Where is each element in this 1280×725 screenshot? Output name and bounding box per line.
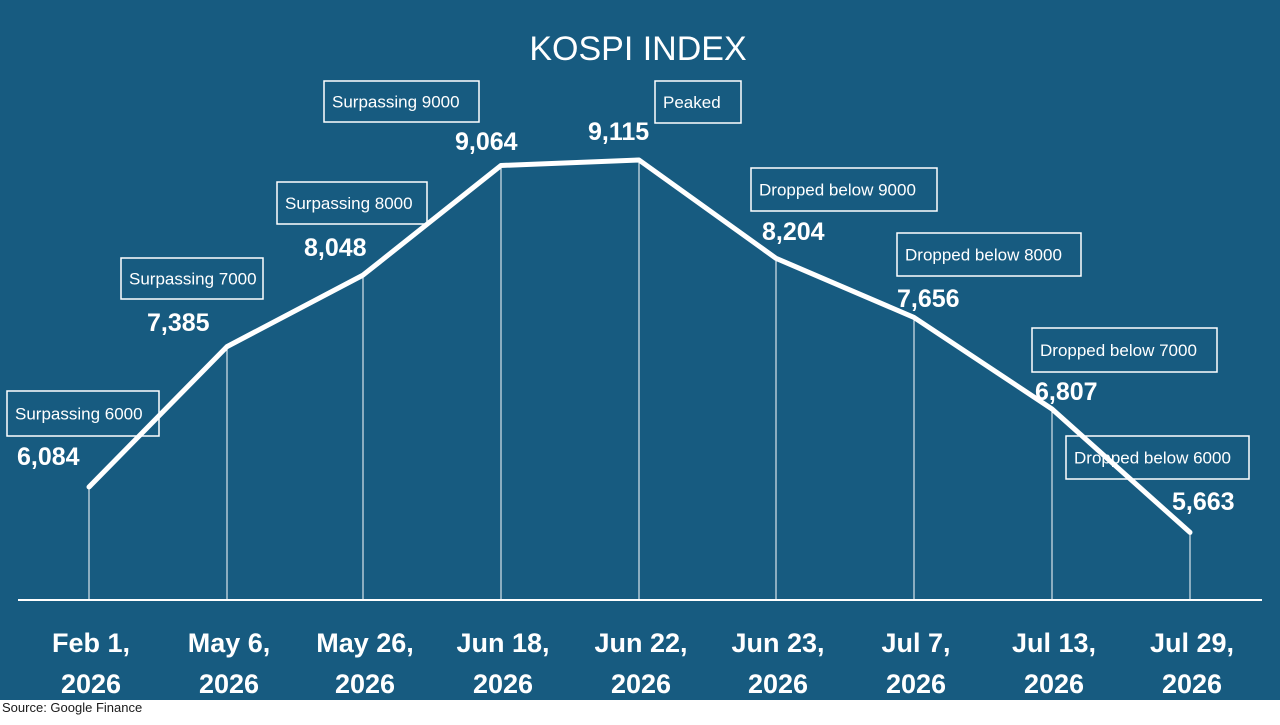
x-tick-label-4-line1: Jun 22, xyxy=(594,628,687,658)
x-tick-label-4-line2: 2026 xyxy=(611,669,671,699)
annotation-label-2: Surpassing 8000 xyxy=(285,194,413,213)
annotation-box-0 xyxy=(6,390,160,437)
data-label-7: 6,807 xyxy=(1035,378,1098,406)
x-tick-label-5-line2: 2026 xyxy=(748,669,808,699)
x-tick-label-8-line1: Jul 29, xyxy=(1150,628,1234,658)
annotation-box-4 xyxy=(654,80,742,124)
annotation-label-4: Peaked xyxy=(663,93,721,112)
annotation-box-1 xyxy=(120,257,264,300)
x-tick-label-0-line1: Feb 1, xyxy=(52,628,130,658)
annotation-label-8: Dropped below 6000 xyxy=(1074,449,1231,468)
x-tick-label-1-line2: 2026 xyxy=(199,669,259,699)
data-label-0: 6,084 xyxy=(17,443,80,471)
annotation-box-8 xyxy=(1065,435,1250,480)
data-label-5: 8,204 xyxy=(762,218,825,246)
x-tick-label-6-line2: 2026 xyxy=(886,669,946,699)
annotation-label-0: Surpassing 6000 xyxy=(15,405,143,424)
data-label-3: 9,064 xyxy=(455,128,518,156)
annotation-label-6: Dropped below 8000 xyxy=(905,246,1062,265)
x-tick-label-0-line2: 2026 xyxy=(61,669,121,699)
data-label-8: 5,663 xyxy=(1172,488,1235,516)
data-label-1: 7,385 xyxy=(147,309,210,337)
chart-background xyxy=(0,0,1280,700)
data-label-6: 7,656 xyxy=(897,285,960,313)
x-tick-label-6-line1: Jul 7, xyxy=(881,628,950,658)
annotation-box-7 xyxy=(1031,327,1218,373)
data-label-4: 9,115 xyxy=(588,118,649,146)
x-tick-label-7-line1: Jul 13, xyxy=(1012,628,1096,658)
x-tick-label-2-line2: 2026 xyxy=(335,669,395,699)
x-tick-label-5-line1: Jun 23, xyxy=(731,628,824,658)
annotation-box-3 xyxy=(323,80,480,123)
series-line-kospi xyxy=(86,157,1193,535)
annotation-label-1: Surpassing 7000 xyxy=(129,270,257,289)
chart-title: KOSPI INDEX xyxy=(529,30,746,68)
x-tick-label-3-line1: Jun 18, xyxy=(456,628,549,658)
x-tick-label-1-line1: May 6, xyxy=(188,628,271,658)
x-tick-label-7-line2: 2026 xyxy=(1024,669,1084,699)
annotation-label-3: Surpassing 9000 xyxy=(332,93,460,112)
annotation-label-7: Dropped below 7000 xyxy=(1040,341,1197,360)
annotation-box-6 xyxy=(896,232,1082,277)
x-tick-label-8-line2: 2026 xyxy=(1162,669,1222,699)
x-tick-label-3-line2: 2026 xyxy=(473,669,533,699)
annotation-box-2 xyxy=(276,181,428,225)
source-note: Source: Google Finance xyxy=(2,700,142,715)
annotation-label-5: Dropped below 9000 xyxy=(759,181,916,200)
x-tick-label-2-line1: May 26, xyxy=(316,628,414,658)
data-label-2: 8,048 xyxy=(304,234,367,262)
annotation-box-5 xyxy=(750,167,938,212)
